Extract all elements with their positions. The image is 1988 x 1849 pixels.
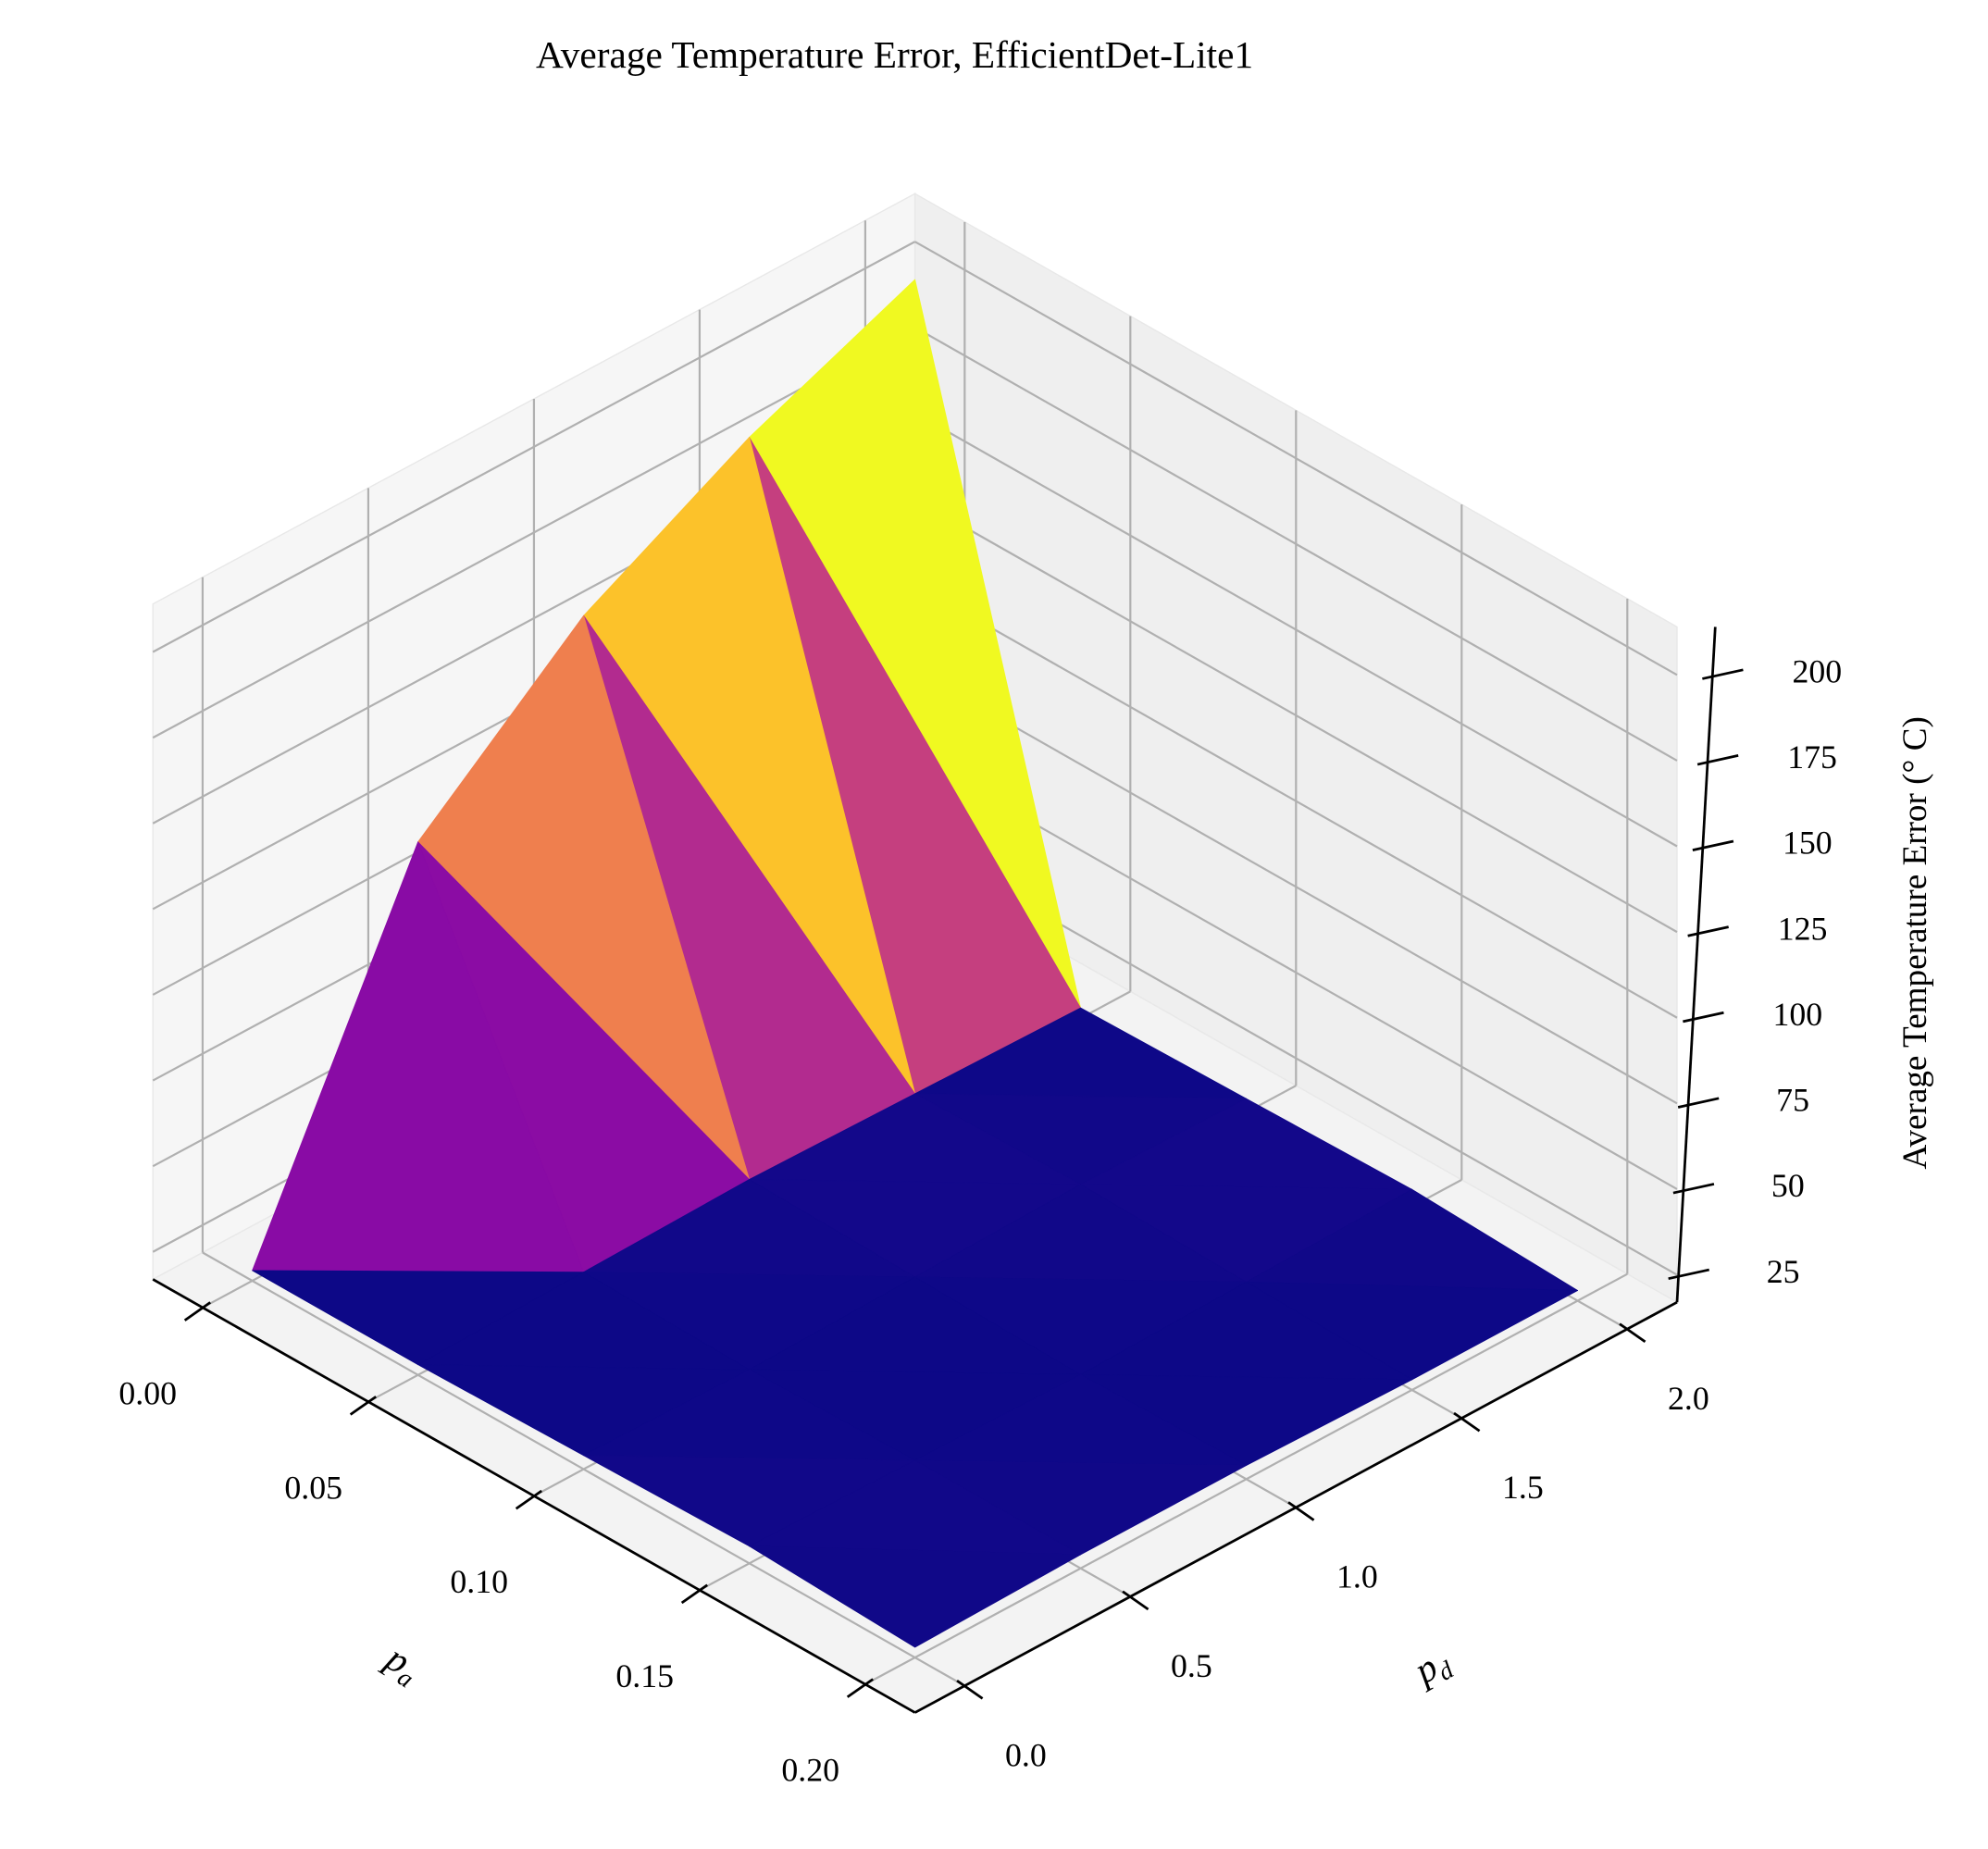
grid-line <box>202 1251 965 1687</box>
z-axis-label: Average Temperature Error (° C) <box>1896 716 1934 1170</box>
z-tick <box>1668 1268 1710 1281</box>
z-tick-label: 150 <box>1783 825 1833 862</box>
z-tick <box>1683 1011 1724 1024</box>
x-tick <box>183 1301 211 1322</box>
z-tick-label: 75 <box>1776 1082 1809 1119</box>
z-tick <box>1687 925 1729 937</box>
grid-line <box>914 754 1678 1190</box>
x-tick-label: 0.15 <box>615 1657 674 1694</box>
z-tick-label: 200 <box>1792 653 1842 690</box>
grid-line <box>914 498 1678 934</box>
chart-title: Average Temperature Error, EfficientDet-… <box>536 33 1253 76</box>
grid-line <box>914 669 1678 1105</box>
z-tick-label: 25 <box>1767 1253 1800 1290</box>
z-tick <box>1672 1183 1715 1195</box>
grid-line <box>914 412 1678 848</box>
z-tick-label: 175 <box>1787 738 1837 776</box>
x-tick-label: 0.10 <box>450 1563 508 1600</box>
x-tick <box>846 1678 874 1698</box>
y-tick-label: 0.0 <box>1005 1736 1047 1773</box>
x-tick-label: 0.05 <box>284 1469 342 1506</box>
grid-line <box>152 326 916 739</box>
y-axis-label: pd <box>1405 1639 1459 1697</box>
z-tick-label: 100 <box>1772 996 1822 1033</box>
x-tick <box>680 1583 708 1605</box>
y-tick-label: 0.5 <box>1171 1647 1212 1684</box>
z-tick <box>1677 1097 1720 1109</box>
z-tick <box>1696 754 1739 766</box>
z-tick-label: 125 <box>1778 910 1828 947</box>
grid-line <box>152 241 916 653</box>
x-tick-label: 0.20 <box>781 1752 839 1789</box>
y-tick <box>1453 1411 1481 1433</box>
z-axis-line <box>1675 627 1717 1303</box>
x-tick <box>349 1396 377 1416</box>
x-tick <box>515 1489 542 1510</box>
x-axis-label: pa <box>374 1635 429 1694</box>
grid-line <box>914 241 1678 676</box>
y-tick <box>956 1680 984 1700</box>
grid-line <box>914 583 1678 1019</box>
y-tick-label: 1.5 <box>1502 1469 1544 1506</box>
surface-face <box>749 1545 1082 1648</box>
z-tick-label: 50 <box>1771 1167 1805 1204</box>
y-tick <box>1287 1501 1315 1521</box>
z-tick <box>1692 839 1734 851</box>
grid-line <box>914 326 1678 762</box>
z-tick <box>1702 668 1744 680</box>
y-tick <box>1619 1322 1646 1344</box>
x-tick-label: 0.00 <box>118 1375 177 1412</box>
y-tick-label: 2.0 <box>1668 1380 1709 1417</box>
plot-area: Average Temperature Error, EfficientDet-… <box>118 33 1933 1789</box>
y-tick-label: 1.0 <box>1336 1558 1378 1595</box>
y-tick <box>1122 1590 1149 1611</box>
